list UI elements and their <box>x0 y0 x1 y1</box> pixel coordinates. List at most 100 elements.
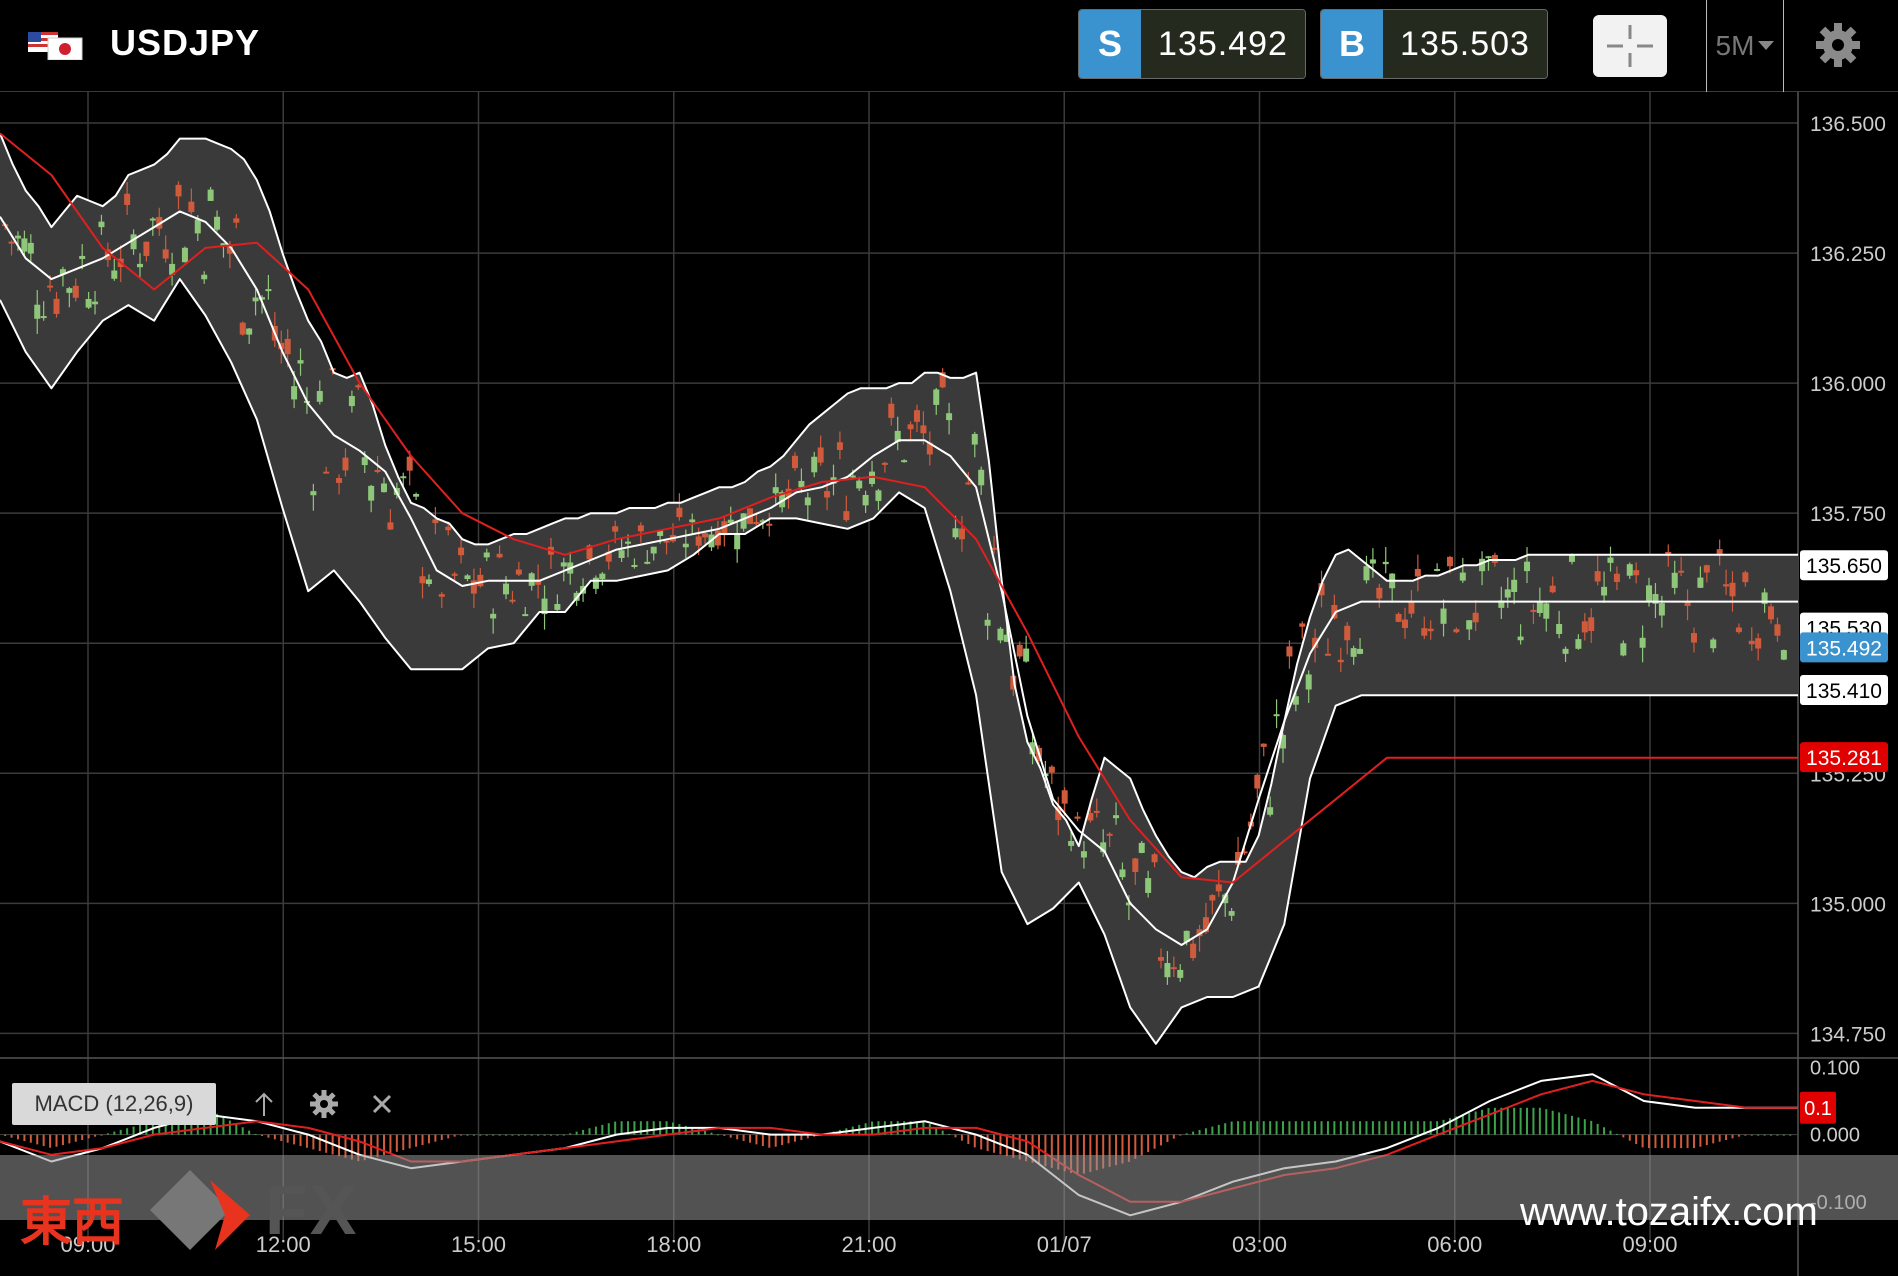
x-tick-label: 18:00 <box>646 1232 701 1257</box>
candle-body <box>926 442 933 455</box>
gear-icon[interactable] <box>1808 20 1868 70</box>
macd-histogram-bar <box>61 1134 64 1146</box>
candle-body <box>1202 917 1209 933</box>
candle-body <box>124 193 131 205</box>
candle-body <box>625 541 632 544</box>
timeframe-select[interactable]: 5M <box>1706 0 1784 92</box>
candle-body <box>952 528 959 538</box>
macd-histogram-bar <box>986 1134 989 1152</box>
candle-body <box>207 189 214 201</box>
candle-body <box>1119 869 1126 878</box>
macd-histogram-bar <box>1705 1134 1708 1146</box>
macd-histogram-bar <box>318 1134 321 1152</box>
macd-histogram-bar <box>1750 1134 1753 1136</box>
candle-body <box>791 455 798 469</box>
candle-body <box>1575 639 1582 649</box>
candle-body <box>477 574 484 587</box>
macd-histogram-bar <box>1070 1134 1073 1173</box>
macd-histogram-bar <box>1352 1121 1355 1135</box>
macd-label[interactable]: MACD (12,26,9) <box>12 1083 216 1125</box>
candle-body <box>1716 549 1723 554</box>
candle-body <box>239 322 246 335</box>
candle-body <box>766 523 773 526</box>
macd-histogram-bar <box>1590 1120 1593 1135</box>
macd-histogram-bar <box>408 1134 411 1149</box>
buy-button[interactable]: B 135.503 <box>1320 9 1548 79</box>
x-tick-label: 15:00 <box>451 1232 506 1257</box>
macd-histogram-bar <box>883 1121 886 1135</box>
candle-body <box>1434 568 1441 571</box>
macd-histogram-bar <box>1089 1134 1092 1172</box>
y-tick-label: 136.250 <box>1810 243 1886 266</box>
macd-histogram-bar <box>1410 1121 1413 1135</box>
candle-body <box>458 547 465 556</box>
macd-histogram-bar <box>1660 1134 1663 1149</box>
candle-body <box>1273 714 1280 717</box>
candle-body <box>1048 766 1055 773</box>
candle-body <box>1665 551 1672 556</box>
candle-body <box>1697 577 1704 588</box>
macd-histogram-bar <box>1108 1134 1111 1167</box>
macd-histogram-bar <box>126 1128 129 1135</box>
candle-body <box>445 526 452 531</box>
sell-button[interactable]: S 135.492 <box>1078 9 1306 79</box>
macd-histogram-bar <box>164 1118 167 1135</box>
macd-histogram-bar <box>928 1123 931 1135</box>
macd-histogram-bar <box>440 1134 443 1141</box>
price-chart[interactable]: 134.750135.000135.250135.500135.750136.0… <box>0 92 1898 1276</box>
candle-body <box>8 241 15 244</box>
chevron-down-icon <box>1758 41 1775 50</box>
macd-histogram-bar <box>787 1134 790 1144</box>
macd-histogram-bar <box>402 1134 405 1151</box>
candle-body <box>689 519 696 523</box>
candle-body <box>612 526 619 532</box>
macd-histogram-bar <box>704 1130 707 1135</box>
crosshair-button[interactable] <box>1593 15 1667 77</box>
macd-histogram-bar <box>1076 1134 1079 1175</box>
macd-histogram-bar <box>723 1134 726 1136</box>
macd-histogram-bar <box>1532 1107 1535 1135</box>
macd-histogram-bar <box>1159 1134 1162 1146</box>
macd-histogram-bar <box>1192 1131 1195 1135</box>
macd-histogram-bar <box>1680 1134 1683 1149</box>
macd-histogram-bar <box>479 1134 482 1136</box>
macd-histogram-bar <box>293 1134 296 1145</box>
candle-body <box>817 447 824 463</box>
price-label-bg <box>1800 632 1888 663</box>
bollinger-band-fill <box>0 133 1798 1044</box>
candle-body <box>233 218 240 223</box>
candle-body <box>66 288 73 293</box>
candle-body <box>14 235 21 239</box>
candle-body <box>965 482 972 485</box>
macd-histogram-bar <box>800 1134 803 1141</box>
macd-histogram-bar <box>453 1134 456 1137</box>
macd-histogram-bar <box>29 1134 32 1143</box>
candle-body <box>971 433 978 445</box>
candle-body <box>1690 633 1697 643</box>
candle-body <box>297 360 304 364</box>
timeframe-value: 5M <box>1715 30 1755 61</box>
macd-line <box>0 1073 1798 1217</box>
candle-body <box>1357 648 1364 654</box>
macd-histogram-bar <box>1012 1134 1015 1158</box>
macd-value-badge: 0.1 <box>1804 1098 1832 1120</box>
macd-y-tick-label: 0.100 <box>1810 1057 1860 1079</box>
candle-body <box>1241 851 1248 854</box>
arrow-up-icon[interactable] <box>248 1088 280 1120</box>
macd-histogram-bar <box>684 1125 687 1135</box>
macd-histogram-bar <box>1699 1134 1702 1147</box>
candle-body <box>1491 554 1498 563</box>
candle-body <box>1087 813 1094 821</box>
macd-histogram-bar <box>1262 1121 1265 1135</box>
macd-histogram-bar <box>1628 1134 1631 1141</box>
macd-histogram-bar <box>1198 1129 1201 1135</box>
candle-body <box>541 598 548 615</box>
candle-body <box>1209 895 1216 901</box>
candle-body <box>503 583 510 595</box>
candle-body <box>1768 606 1775 620</box>
close-icon[interactable] <box>366 1088 398 1120</box>
candle-body <box>1703 565 1710 573</box>
candle-body <box>381 483 388 493</box>
macd-histogram-bar <box>1487 1108 1490 1135</box>
gear-icon[interactable] <box>308 1088 340 1120</box>
